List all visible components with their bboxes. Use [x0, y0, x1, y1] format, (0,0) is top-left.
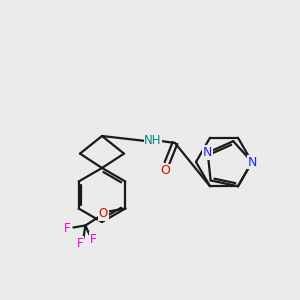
Text: F: F — [77, 237, 84, 250]
Text: N: N — [247, 155, 257, 169]
Text: F: F — [64, 222, 71, 235]
Text: N: N — [203, 146, 212, 159]
Text: O: O — [160, 164, 170, 178]
Text: NH: NH — [144, 134, 162, 148]
Text: F: F — [90, 233, 97, 246]
Text: O: O — [99, 207, 108, 220]
